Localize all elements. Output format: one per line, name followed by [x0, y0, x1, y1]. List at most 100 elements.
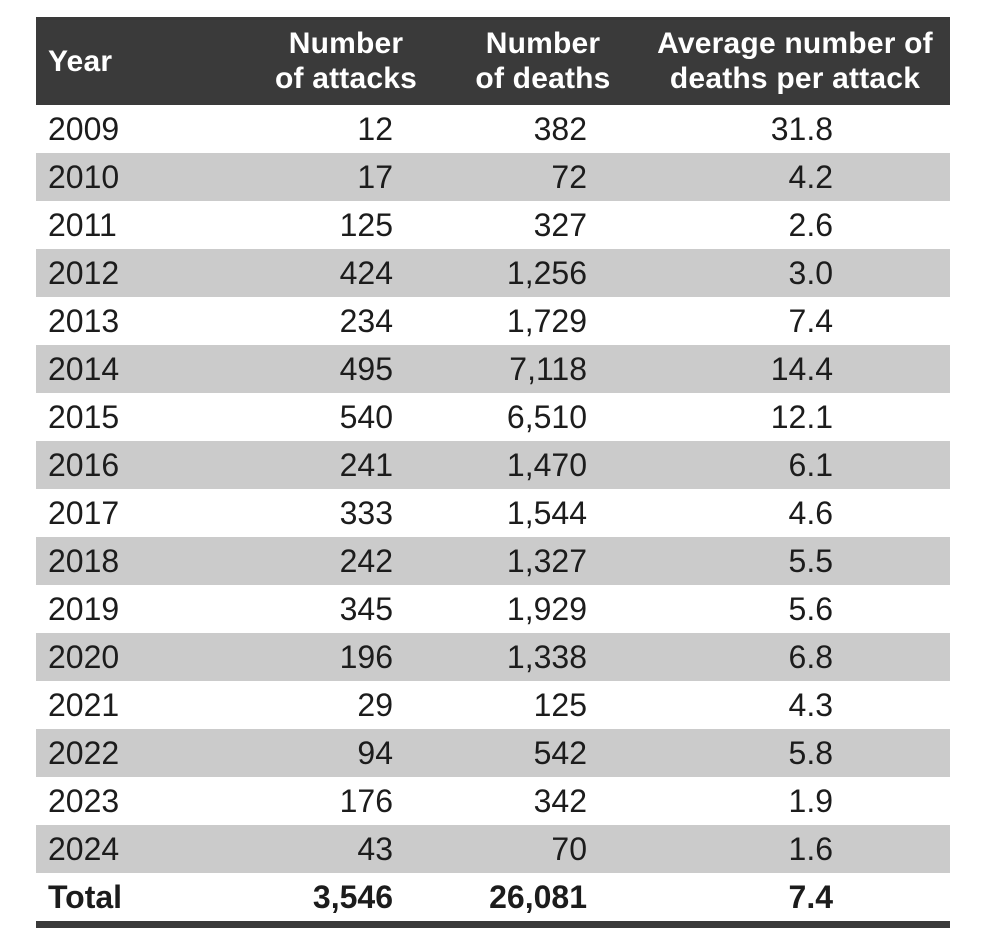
- year-cell: 2024: [48, 830, 120, 867]
- year-cell: 2020: [48, 638, 120, 675]
- year-cell: 2010: [48, 158, 120, 195]
- deaths-cell: 342: [533, 782, 587, 819]
- attacks-cell: 196: [339, 638, 393, 675]
- attacks-cell: 94: [357, 734, 393, 771]
- avg-deaths-cell: 5.8: [788, 734, 833, 771]
- table-row: 2012 424 1,256 3.0: [36, 249, 950, 297]
- table-row: 2019 345 1,929 5.6: [36, 585, 950, 633]
- total-avg-deaths-cell: 7.4: [788, 878, 833, 915]
- avg-deaths-cell: 1.9: [788, 782, 833, 819]
- avg-deaths-cell: 6.8: [788, 638, 833, 675]
- column-header-deaths-line1: Number: [485, 27, 601, 60]
- deaths-cell: 70: [551, 830, 587, 867]
- avg-deaths-cell: 14.4: [770, 350, 833, 387]
- deaths-cell: 1,544: [506, 494, 587, 531]
- attacks-cell: 495: [339, 350, 393, 387]
- deaths-cell: 542: [533, 734, 587, 771]
- deaths-cell: 1,729: [506, 302, 587, 339]
- column-header-year: Year: [36, 44, 246, 79]
- table-row: 2009 12 382 31.8: [36, 105, 950, 153]
- table-row: 2024 43 70 1.6: [36, 825, 950, 873]
- table-row: 2023 176 342 1.9: [36, 777, 950, 825]
- attacks-cell: 242: [339, 542, 393, 579]
- total-attacks-cell: 3,546: [312, 878, 393, 915]
- avg-deaths-cell: 4.2: [788, 158, 833, 195]
- avg-deaths-cell: 1.6: [788, 830, 833, 867]
- avg-deaths-cell: 4.3: [788, 686, 833, 723]
- yearly-attacks-table: Year Number of attacks Number of deaths …: [36, 17, 950, 928]
- table-row: 2022 94 542 5.8: [36, 729, 950, 777]
- table-row: 2011 125 327 2.6: [36, 201, 950, 249]
- table-row: 2018 242 1,327 5.5: [36, 537, 950, 585]
- table-row: 2020 196 1,338 6.8: [36, 633, 950, 681]
- total-deaths-cell: 26,081: [489, 878, 587, 915]
- year-cell: 2016: [48, 446, 120, 483]
- avg-deaths-cell: 4.6: [788, 494, 833, 531]
- table-row: 2017 333 1,544 4.6: [36, 489, 950, 537]
- attacks-cell: 17: [357, 158, 393, 195]
- column-header-attacks-line2: of attacks: [274, 62, 418, 95]
- avg-deaths-cell: 2.6: [788, 206, 833, 243]
- year-cell: 2019: [48, 590, 120, 627]
- table-row: 2014 495 7,118 14.4: [36, 345, 950, 393]
- deaths-cell: 7,118: [509, 350, 587, 387]
- deaths-cell: 1,327: [506, 542, 587, 579]
- column-header-attacks-line1: Number: [288, 27, 404, 60]
- deaths-cell: 1,470: [506, 446, 587, 483]
- table-row: 2010 17 72 4.2: [36, 153, 950, 201]
- total-label: Total: [48, 878, 123, 915]
- column-header-year-label: Year: [48, 44, 113, 78]
- column-header-avg-deaths: Average number of deaths per attack: [640, 26, 950, 96]
- deaths-cell: 125: [533, 686, 587, 723]
- column-header-avg-line1: Average number of: [657, 27, 933, 60]
- attacks-cell: 125: [339, 206, 393, 243]
- table-bottom-border: [36, 921, 950, 928]
- table-row: 2013 234 1,729 7.4: [36, 297, 950, 345]
- deaths-cell: 382: [533, 110, 587, 147]
- avg-deaths-cell: 31.8: [770, 110, 833, 147]
- year-cell: 2009: [48, 110, 120, 147]
- attacks-cell: 424: [339, 254, 393, 291]
- total-row: Total 3,546 26,081 7.4: [36, 873, 950, 921]
- attacks-cell: 234: [339, 302, 393, 339]
- attacks-cell: 12: [357, 110, 393, 147]
- year-cell: 2018: [48, 542, 120, 579]
- column-header-avg-line2: deaths per attack: [669, 62, 921, 95]
- avg-deaths-cell: 7.4: [788, 302, 833, 339]
- deaths-cell: 1,256: [506, 254, 587, 291]
- attacks-cell: 43: [357, 830, 393, 867]
- column-header-attacks: Number of attacks: [246, 26, 446, 96]
- avg-deaths-cell: 6.1: [788, 446, 833, 483]
- year-cell: 2023: [48, 782, 120, 819]
- year-cell: 2015: [48, 398, 120, 435]
- year-cell: 2021: [48, 686, 120, 723]
- table-body: 2009 12 382 31.8 2010 17 72 4.2 2011 125…: [36, 105, 950, 873]
- attacks-cell: 345: [339, 590, 393, 627]
- column-header-deaths-line2: of deaths: [475, 62, 611, 95]
- attacks-cell: 540: [339, 398, 393, 435]
- attacks-cell: 241: [339, 446, 393, 483]
- year-cell: 2011: [48, 206, 117, 243]
- table-row: 2021 29 125 4.3: [36, 681, 950, 729]
- year-cell: 2013: [48, 302, 120, 339]
- attacks-cell: 333: [339, 494, 393, 531]
- avg-deaths-cell: 12.1: [770, 398, 833, 435]
- deaths-cell: 6,510: [506, 398, 587, 435]
- year-cell: 2012: [48, 254, 120, 291]
- attacks-cell: 176: [339, 782, 393, 819]
- table-row: 2015 540 6,510 12.1: [36, 393, 950, 441]
- deaths-cell: 1,929: [506, 590, 587, 627]
- avg-deaths-cell: 3.0: [788, 254, 833, 291]
- column-header-deaths: Number of deaths: [446, 26, 640, 96]
- year-cell: 2017: [48, 494, 120, 531]
- deaths-cell: 1,338: [506, 638, 587, 675]
- table-header-row: Year Number of attacks Number of deaths …: [36, 17, 950, 105]
- attacks-cell: 29: [357, 686, 393, 723]
- avg-deaths-cell: 5.6: [788, 590, 833, 627]
- year-cell: 2022: [48, 734, 120, 771]
- year-cell: 2014: [48, 350, 120, 387]
- deaths-cell: 72: [551, 158, 587, 195]
- avg-deaths-cell: 5.5: [788, 542, 833, 579]
- deaths-cell: 327: [533, 206, 587, 243]
